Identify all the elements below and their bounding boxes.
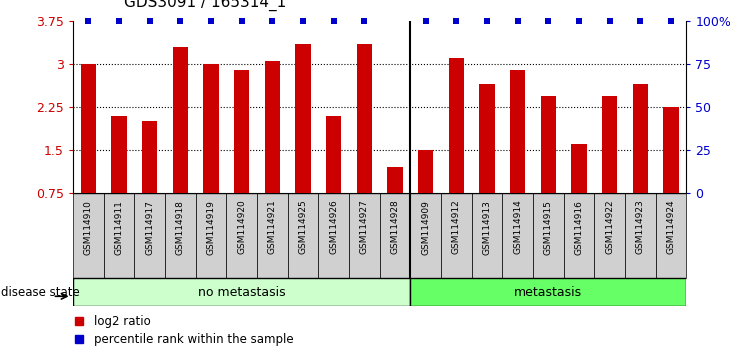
Text: GSM114916: GSM114916 — [575, 200, 583, 255]
Bar — [134, 193, 165, 278]
Bar — [165, 193, 196, 278]
Text: GSM114911: GSM114911 — [115, 200, 123, 255]
Text: disease state: disease state — [1, 286, 80, 298]
Text: GSM114923: GSM114923 — [636, 200, 645, 255]
Text: GSM114909: GSM114909 — [421, 200, 430, 255]
Text: GSM114922: GSM114922 — [605, 200, 614, 255]
Text: metastasis: metastasis — [514, 286, 583, 298]
Text: GSM114910: GSM114910 — [84, 200, 93, 255]
Bar — [73, 278, 410, 306]
Bar — [357, 44, 372, 193]
Bar — [656, 193, 686, 278]
Bar — [633, 84, 648, 193]
Bar — [602, 96, 618, 193]
Bar — [479, 84, 495, 193]
Text: GDS3091 / 165314_1: GDS3091 / 165314_1 — [124, 0, 286, 11]
Bar — [388, 167, 403, 193]
Bar — [510, 70, 526, 193]
Bar — [410, 278, 686, 306]
Bar — [142, 121, 158, 193]
Bar — [326, 116, 342, 193]
Bar — [572, 144, 587, 193]
Text: no metastasis: no metastasis — [198, 286, 285, 298]
Text: GSM114915: GSM114915 — [544, 200, 553, 255]
Bar — [173, 47, 188, 193]
Text: GSM114918: GSM114918 — [176, 200, 185, 255]
Bar — [111, 116, 127, 193]
Text: GSM114924: GSM114924 — [666, 200, 675, 255]
Bar — [441, 193, 472, 278]
Bar — [318, 193, 349, 278]
Bar — [295, 44, 311, 193]
Bar — [80, 64, 96, 193]
Bar — [594, 193, 625, 278]
Text: GSM114926: GSM114926 — [329, 200, 338, 255]
Bar — [502, 193, 533, 278]
Text: GSM114928: GSM114928 — [391, 200, 399, 255]
Bar — [288, 193, 318, 278]
Bar — [203, 64, 219, 193]
Bar — [664, 107, 679, 193]
Text: GSM114919: GSM114919 — [207, 200, 215, 255]
Bar — [564, 193, 594, 278]
Bar — [234, 70, 250, 193]
Bar — [264, 61, 280, 193]
Text: log2 ratio: log2 ratio — [94, 315, 151, 328]
Bar — [104, 193, 134, 278]
Text: GSM114921: GSM114921 — [268, 200, 277, 255]
Bar — [472, 193, 502, 278]
Bar — [625, 193, 656, 278]
Text: GSM114912: GSM114912 — [452, 200, 461, 255]
Bar — [410, 193, 441, 278]
Bar — [380, 193, 410, 278]
Bar — [533, 193, 564, 278]
Bar — [196, 193, 226, 278]
Bar — [73, 193, 104, 278]
Bar — [540, 96, 556, 193]
Text: GSM114917: GSM114917 — [145, 200, 154, 255]
Bar — [226, 193, 257, 278]
Text: percentile rank within the sample: percentile rank within the sample — [94, 332, 294, 346]
Text: GSM114925: GSM114925 — [299, 200, 307, 255]
Bar — [448, 58, 464, 193]
Text: GSM114913: GSM114913 — [483, 200, 491, 255]
Bar — [349, 193, 380, 278]
Text: GSM114914: GSM114914 — [513, 200, 522, 255]
Text: GSM114927: GSM114927 — [360, 200, 369, 255]
Bar — [418, 150, 434, 193]
Bar — [257, 193, 288, 278]
Text: GSM114920: GSM114920 — [237, 200, 246, 255]
